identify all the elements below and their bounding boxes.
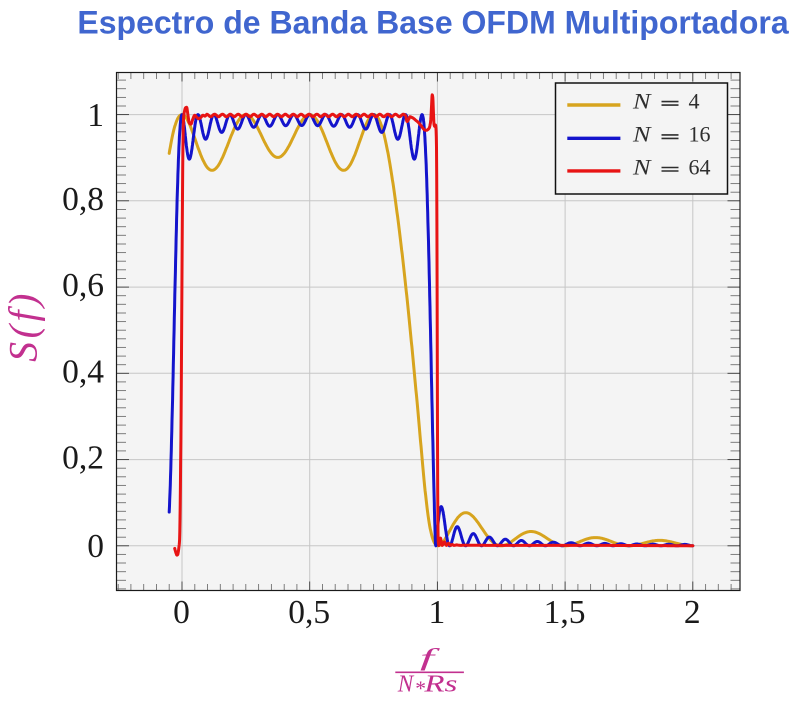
svg-text:4: 4: [689, 88, 700, 113]
svg-text:0: 0: [173, 594, 190, 631]
svg-text:0,4: 0,4: [62, 353, 104, 390]
svg-text:N: N: [397, 671, 415, 697]
svg-text:Rs: Rs: [423, 671, 457, 697]
svg-text:0: 0: [87, 528, 104, 565]
svg-text:1: 1: [429, 594, 446, 631]
svg-text:N: N: [632, 122, 652, 147]
svg-text:*: *: [415, 677, 426, 701]
svg-text:0,6: 0,6: [62, 267, 104, 304]
svg-text:0,8: 0,8: [62, 181, 104, 218]
svg-text:Espectro de Banda Base OFDM Mu: Espectro de Banda Base OFDM Multiportado…: [77, 5, 788, 41]
svg-text:2: 2: [684, 594, 701, 631]
svg-text:N: N: [632, 154, 652, 179]
svg-text:1,5: 1,5: [544, 594, 586, 631]
svg-text:N: N: [632, 88, 652, 113]
svg-text:64: 64: [689, 154, 711, 179]
svg-text:0,2: 0,2: [62, 440, 104, 477]
svg-text:16: 16: [689, 122, 711, 147]
svg-text:S(f): S(f): [1, 290, 46, 362]
svg-text:0,5: 0,5: [288, 594, 330, 631]
svg-text:1: 1: [87, 97, 104, 134]
